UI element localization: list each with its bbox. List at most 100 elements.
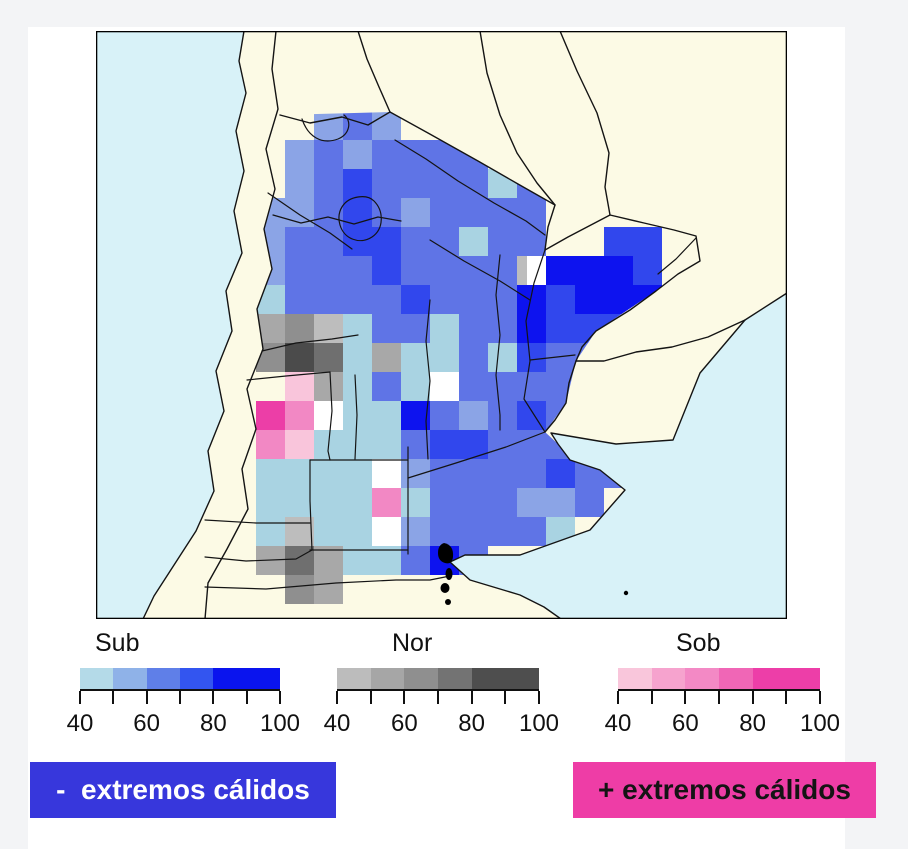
grid-cell	[546, 256, 575, 285]
grid-cell	[401, 430, 430, 459]
grid-cell	[633, 256, 662, 285]
legend-tick	[617, 691, 619, 704]
grid-cell	[372, 140, 401, 169]
grid-cell	[285, 401, 314, 430]
grid-cell	[430, 256, 459, 285]
grid-cell	[256, 517, 285, 546]
grid-cell	[372, 517, 401, 546]
grid-cell	[459, 285, 488, 314]
grid-cell	[604, 256, 633, 285]
grid-cell	[372, 314, 401, 343]
grid-cell	[546, 285, 575, 314]
map-frame-border	[96, 31, 787, 619]
grid-cell	[372, 198, 401, 227]
province-border	[204, 549, 313, 562]
grid-cell	[401, 256, 430, 285]
legend-tick	[245, 691, 248, 704]
grid-cell	[343, 256, 372, 285]
grid-cell	[314, 111, 343, 140]
legend-color-segment	[471, 668, 539, 689]
paraguay-river-border	[479, 31, 556, 206]
label-plus-extremos-calidos-text: + extremos cálidos	[598, 774, 851, 805]
grid-cell	[343, 285, 372, 314]
grid-cell	[401, 198, 430, 227]
legend-tick	[650, 691, 653, 704]
legend-tick	[79, 691, 81, 704]
grid-cell	[314, 314, 343, 343]
province-border	[523, 249, 546, 433]
grid-cell	[314, 285, 343, 314]
grid-cell	[372, 343, 401, 372]
coastal-island	[440, 583, 450, 593]
grid-cell	[285, 227, 314, 256]
legend-sob-axis	[617, 689, 821, 704]
grid-cell	[401, 140, 430, 169]
legend-tick-label: 60	[671, 710, 699, 737]
legend-tick-label: 100	[518, 710, 560, 737]
bahia-blanca-estuary	[438, 543, 454, 564]
province-border	[338, 196, 382, 242]
grid-cell	[343, 140, 372, 169]
grid-cell	[546, 314, 575, 343]
grid-cell	[430, 401, 459, 430]
grid-cell	[285, 169, 314, 198]
grid-cell	[372, 488, 401, 517]
grid-cell	[343, 459, 372, 488]
legend-tick	[538, 691, 540, 704]
grid-cell	[285, 140, 314, 169]
legend-sub-axis	[79, 689, 281, 704]
legend-color-segment	[179, 668, 214, 689]
legend-tick	[751, 691, 754, 704]
legend-tick	[336, 691, 338, 704]
legend-nor-axis	[336, 689, 540, 704]
legend-sub: Sub 40 60 80 100	[67, 630, 300, 740]
grid-cell-partial	[517, 256, 527, 285]
grid-cell	[430, 285, 459, 314]
legend-color-segment	[337, 668, 371, 689]
grid-cell	[459, 401, 488, 430]
grid-cell	[314, 488, 343, 517]
legend-sob-ticklabels: 40 60 80 100	[605, 710, 840, 740]
grid-cell	[430, 488, 459, 517]
grid-cell	[459, 488, 488, 517]
grid-cell	[314, 140, 343, 169]
grid-cell	[372, 546, 401, 575]
legend-tick-label: 40	[323, 710, 351, 737]
grid-cell	[517, 343, 546, 372]
grid-cell	[459, 517, 488, 546]
grid-cell	[488, 256, 517, 285]
legend-tick	[819, 691, 821, 704]
province-border	[246, 371, 331, 381]
province-border	[495, 254, 501, 431]
grid-cell	[314, 517, 343, 546]
legend-tick	[179, 691, 181, 704]
grid-cell	[604, 285, 633, 314]
grid-cell	[517, 198, 546, 227]
coastal-dot	[623, 590, 629, 596]
grid-cell	[314, 343, 343, 372]
grid-cell	[285, 488, 314, 517]
grid-cell	[401, 314, 430, 343]
grid-cell	[401, 343, 430, 372]
grid-cell	[401, 285, 430, 314]
grid-cell	[430, 343, 459, 372]
grid-cell	[372, 169, 401, 198]
legend-sob: Sob 40 60 80 100	[605, 629, 840, 740]
grid-cell	[488, 372, 517, 401]
legend-color-segment	[213, 668, 280, 689]
grid-cell	[314, 459, 343, 488]
grid-cell	[314, 372, 343, 401]
parana-river-border	[559, 31, 611, 216]
legend-sob-title: Sob	[676, 629, 721, 657]
grid-cell	[401, 227, 430, 256]
legend-color-segment	[718, 668, 753, 689]
argentina-probability-map	[96, 31, 787, 619]
grid-cell	[430, 430, 459, 459]
grid-cell	[285, 430, 314, 459]
grid-cell	[488, 488, 517, 517]
province-border	[529, 354, 576, 361]
grid-cell	[459, 372, 488, 401]
grid-cell	[343, 169, 372, 198]
legend-tick-label: 80	[458, 710, 486, 737]
grid-cell	[430, 372, 459, 401]
